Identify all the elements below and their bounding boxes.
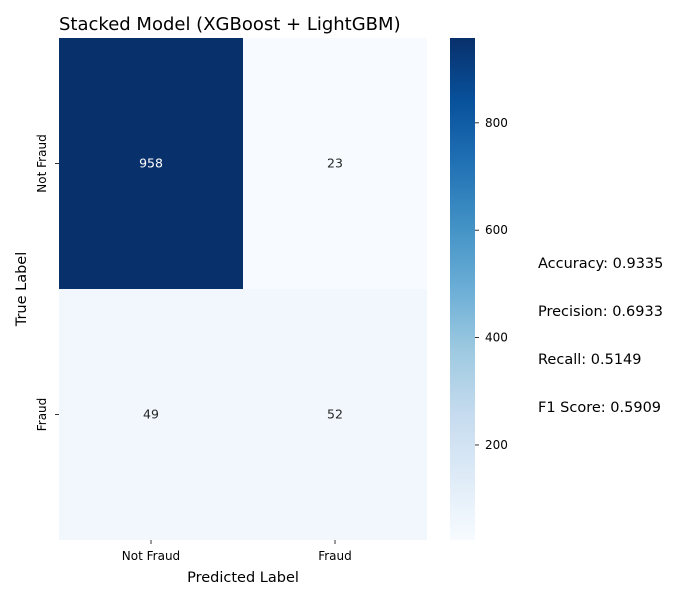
y-tick-label: Fraud	[35, 398, 49, 432]
heatmap-cell-labels: 958 23 49 52	[139, 156, 343, 422]
x-axis-ticks: Not Fraud Fraud	[122, 540, 352, 563]
y-tick-label: Not Fraud	[35, 134, 49, 192]
heatmap-cells	[59, 38, 427, 540]
heatmap-cell-value: 52	[327, 407, 343, 422]
accuracy-metric: Accuracy: 0.9335	[538, 256, 664, 272]
precision-metric: Precision: 0.6933	[538, 304, 663, 320]
colorbar-tick-label: 200	[485, 438, 508, 452]
colorbar-tick-label: 400	[485, 331, 508, 345]
heatmap-cell-value: 23	[327, 156, 343, 171]
metrics-panel: Accuracy: 0.9335 Precision: 0.6933 Recal…	[538, 224, 663, 448]
heatmap-cell-value: 49	[143, 407, 159, 422]
heatmap-cell	[243, 289, 427, 540]
heatmap-cell	[59, 38, 243, 289]
colorbar	[450, 38, 475, 540]
chart-title: Stacked Model (XGBoost + LightGBM)	[59, 14, 401, 35]
colorbar-tick-label: 800	[485, 116, 508, 130]
heatmap-cell	[243, 38, 427, 289]
heatmap-cell	[59, 289, 243, 540]
x-tick-label: Fraud	[318, 549, 352, 563]
x-axis-label: Predicted Label	[187, 570, 299, 586]
f1-score-metric: F1 Score: 0.5909	[538, 400, 662, 416]
y-axis-ticks: Not Fraud Fraud	[35, 134, 59, 431]
heatmap-cell-value: 958	[139, 156, 163, 171]
x-tick-label: Not Fraud	[122, 549, 180, 563]
recall-metric: Recall: 0.5149	[538, 352, 642, 368]
colorbar-tick-label: 600	[485, 223, 508, 237]
y-axis-label: True Label	[14, 252, 30, 328]
colorbar-ticks: 200 400 600 800	[475, 116, 508, 452]
